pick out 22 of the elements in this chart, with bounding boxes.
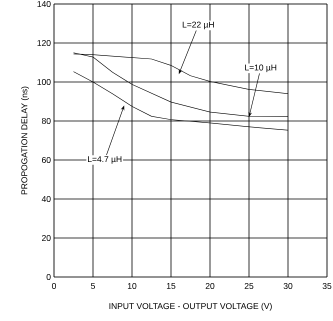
line-series	[73, 71, 288, 130]
x-tick-label: 15	[166, 283, 176, 289]
annotation: L=10 µH	[245, 64, 276, 72]
x-tick-label: 5	[90, 283, 96, 289]
x-tick-label: 35	[322, 283, 332, 290]
y-tick-label: 120	[37, 40, 51, 46]
y-axis-title: PROPOGATION DELAY (ns)	[21, 86, 29, 194]
y-tick-label: 0	[46, 274, 51, 280]
y-tick-label: 100	[37, 79, 51, 85]
y-tick-label: 80	[42, 118, 51, 124]
annotation: L=22 µH	[182, 22, 214, 30]
x-tick-label: 30	[284, 283, 292, 290]
annotation: L=4.7 µH	[88, 156, 122, 164]
x-axis-title: INPUT VOLTAGE - OUTPUT VOLTAGE (V)	[109, 302, 272, 311]
y-tick-label: 60	[42, 157, 51, 163]
y-tick-label: 40	[42, 196, 51, 202]
y-tick-label: 140	[37, 1, 51, 7]
x-tick-label: 25	[244, 283, 254, 290]
x-tick-label: 10	[128, 283, 136, 290]
x-tick-label: 0	[52, 283, 56, 290]
y-tick-label: 20	[42, 235, 51, 241]
x-tick-label: 20	[206, 283, 214, 290]
